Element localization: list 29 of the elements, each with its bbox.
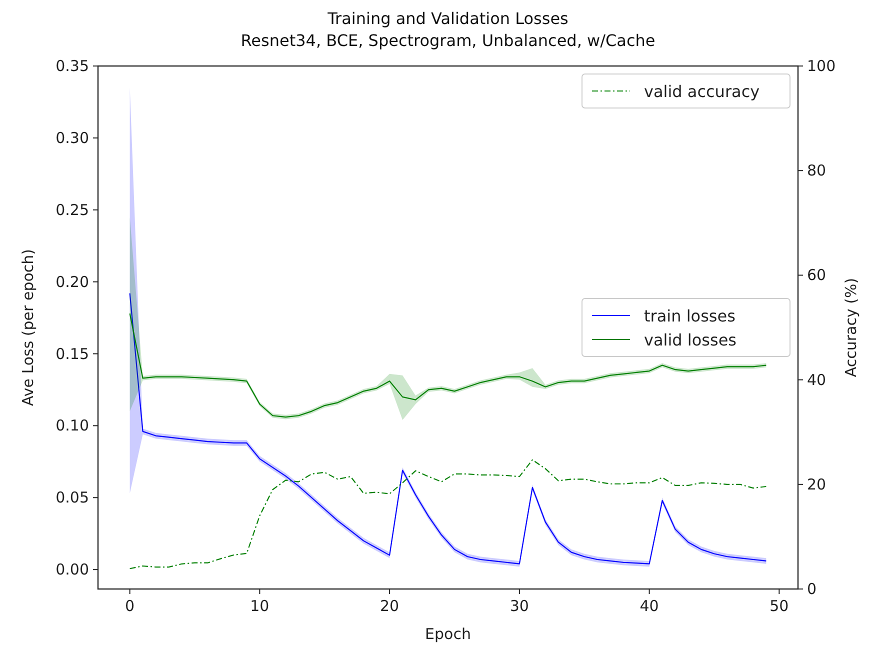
x-tick-label: 0 — [125, 597, 135, 615]
y-tick-label: 0.35 — [56, 57, 89, 75]
x-tick-label: 20 — [380, 597, 400, 615]
y2-axis-title: Accuracy (%) — [842, 278, 860, 378]
x-tick-label: 10 — [250, 597, 270, 615]
y-tick-label: 0.00 — [56, 560, 89, 579]
line-series — [129, 292, 767, 564]
y-tick-label: 0.05 — [56, 488, 89, 507]
y-axis-title: Ave Loss (per epoch) — [19, 249, 37, 406]
line-series — [129, 459, 767, 570]
x-tick-label: 30 — [510, 597, 529, 615]
y2-tick-label: 80 — [807, 162, 826, 180]
y2-tick-label: 100 — [807, 57, 836, 75]
y2-tick-label: 0 — [807, 580, 817, 598]
y-tick-label: 0.10 — [56, 416, 89, 435]
y2-tick-label: 60 — [807, 266, 826, 284]
y-tick-label: 0.15 — [56, 344, 89, 363]
y-tick-label: 0.25 — [56, 200, 89, 219]
y2-tick-label: 20 — [807, 475, 826, 494]
y-tick-label: 0.30 — [56, 128, 89, 147]
x-tick-label: 40 — [640, 597, 659, 615]
chart-title: Training and Validation Losses Resnet34, BCE, Spectrogram, Unbalanced, w/Cache — [240, 9, 656, 50]
y-tick-label: 0.20 — [56, 272, 89, 291]
legend-label: valid accuracy — [644, 82, 760, 101]
x-axis-title: Epoch — [425, 625, 471, 643]
legend-label: valid losses — [644, 330, 736, 350]
legend-label: train losses — [644, 306, 736, 326]
x-tick-label: 50 — [770, 597, 789, 615]
y2-tick-label: 40 — [807, 370, 826, 389]
